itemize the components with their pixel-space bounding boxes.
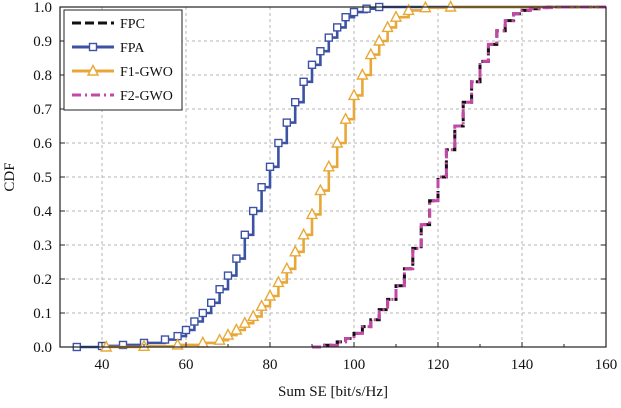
- x-tick-label: 140: [511, 357, 534, 373]
- data-point: [289, 244, 302, 257]
- data-point: [282, 118, 291, 127]
- data-point: [181, 325, 191, 335]
- data-point: [362, 4, 371, 13]
- y-axis-title: CDF: [2, 162, 18, 191]
- data-point: [347, 88, 361, 101]
- data-point: [263, 288, 277, 301]
- data-point: [272, 275, 285, 288]
- data-point: [238, 316, 251, 328]
- data-point: [324, 33, 333, 42]
- y-tick-label: 0.3: [33, 238, 52, 254]
- data-point: [198, 308, 208, 318]
- data-point: [316, 47, 325, 56]
- x-tick-label: 100: [343, 357, 366, 373]
- data-point: [215, 285, 224, 294]
- legend-item: FPA: [72, 41, 145, 56]
- y-tick-label: 0.1: [33, 306, 52, 322]
- legend-label: FPC: [120, 17, 145, 32]
- legend-item: F1-GWO: [72, 63, 173, 80]
- data-point: [381, 20, 394, 33]
- data-point: [230, 322, 243, 335]
- series-layer: [72, 0, 606, 352]
- y-tick-label: 0.8: [33, 68, 52, 84]
- data-point: [305, 207, 319, 220]
- data-point: [299, 77, 308, 87]
- data-point: [232, 254, 241, 263]
- legend-label: F2-GWO: [120, 89, 173, 104]
- data-point: [274, 138, 283, 148]
- y-tick-label: 0.6: [33, 136, 52, 152]
- data-point: [349, 7, 359, 17]
- legend-item: F2-GWO: [72, 89, 173, 104]
- data-point: [339, 112, 352, 124]
- series-f2-gwo: [312, 5, 606, 349]
- series-line: [312, 5, 606, 349]
- data-point: [118, 340, 128, 350]
- data-point: [247, 309, 260, 322]
- x-tick-label: 80: [263, 357, 278, 373]
- data-point: [297, 227, 310, 240]
- data-point: [100, 339, 113, 352]
- data-point: [356, 67, 369, 80]
- legend-item: FPC: [72, 17, 145, 32]
- data-point: [291, 97, 300, 107]
- data-point: [389, 10, 403, 22]
- y-tick-label: 0.0: [33, 340, 52, 356]
- series-f1-gwo: [100, 0, 606, 352]
- data-point: [265, 162, 275, 172]
- data-point: [322, 159, 335, 172]
- legend-box: [63, 9, 183, 111]
- data-point: [314, 183, 327, 196]
- data-point: [402, 3, 415, 16]
- data-point: [248, 206, 258, 216]
- data-point: [307, 60, 317, 69]
- y-tick-label: 0.9: [33, 34, 52, 50]
- x-tick-label: 60: [179, 357, 194, 373]
- data-point: [280, 261, 293, 274]
- axes-layer: 40 60 80 100 120 140 160 0.0 0.1 0.2 0.3 0.4 0.5 0.6 0…: [2, 0, 617, 400]
- data-point: [331, 135, 344, 148]
- y-tick-label: 0.4: [33, 204, 52, 220]
- data-point: [341, 12, 350, 22]
- data-point: [333, 23, 342, 32]
- data-point: [190, 317, 199, 326]
- legend-marker: [88, 42, 98, 52]
- data-point: [364, 47, 377, 60]
- data-point: [240, 230, 250, 240]
- data-point: [160, 335, 170, 344]
- data-point: [373, 33, 386, 46]
- data-point: [257, 182, 266, 192]
- y-tick-label: 1.0: [33, 0, 52, 16]
- legend-marker: [86, 63, 100, 76]
- x-tick-label: 160: [595, 357, 618, 373]
- x-axis-title: Sum SE [bit/s/Hz]: [278, 384, 388, 400]
- y-tick-label: 0.7: [33, 102, 52, 118]
- x-tick-label: 120: [427, 357, 450, 373]
- data-point: [255, 299, 268, 311]
- y-tick-label: 0.2: [33, 272, 52, 288]
- data-point: [223, 271, 233, 280]
- data-point: [206, 298, 216, 307]
- legend: FPC FPA F1-GWO F2-GWO: [63, 9, 183, 111]
- data-point: [444, 0, 457, 12]
- legend-label: F1-GWO: [120, 65, 173, 80]
- y-tick-label: 0.5: [33, 170, 52, 186]
- legend-label: FPA: [120, 41, 145, 56]
- x-tick-label: 40: [95, 357, 110, 373]
